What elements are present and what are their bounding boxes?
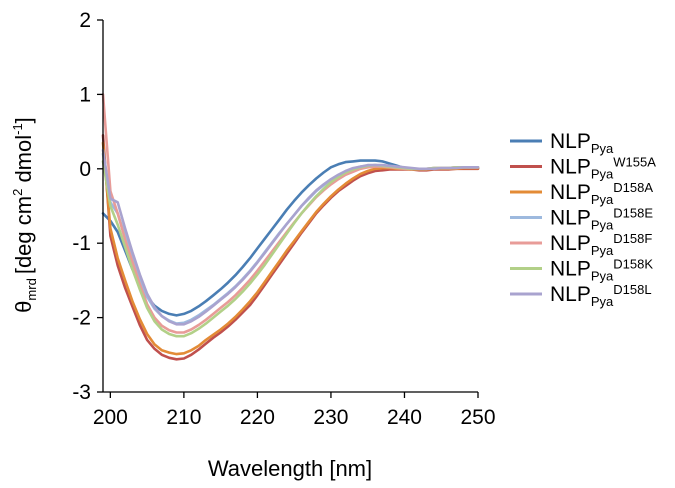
legend-item: NLPPyaD158E <box>510 206 653 233</box>
x-axis-title: Wavelength [nm] <box>208 456 372 481</box>
series-line-1 <box>101 159 480 317</box>
y-axis-title-superscript-2: -1 <box>10 123 25 135</box>
legend-label: NLPPyaD158E <box>550 206 653 233</box>
x-tick-label: 210 <box>166 406 201 429</box>
legend-item: NLPPya <box>510 130 614 156</box>
legend: NLPPyaNLPPyaW155ANLPPyaD158ANLPPyaD158EN… <box>510 130 656 309</box>
x-tick-label: 200 <box>93 406 128 429</box>
y-axis-title-text-2: dmol <box>11 135 36 189</box>
legend-item: NLPPyaW155A <box>510 155 656 182</box>
legend-label: NLPPyaW155A <box>550 155 656 182</box>
y-axis-title-subscript: mrd <box>24 278 39 300</box>
x-tick-label: 250 <box>460 406 495 429</box>
y-axis-title: θmrd [deg cm2 dmol-1] <box>10 117 39 313</box>
y-tick-label: -2 <box>72 307 91 330</box>
legend-label: NLPPyaD158F <box>550 231 652 258</box>
series-line-5 <box>101 93 480 334</box>
y-tick-label: 2 <box>79 9 91 32</box>
x-tick-label: 220 <box>240 406 275 429</box>
series-lines <box>101 93 480 361</box>
y-tick-label: 0 <box>79 158 91 181</box>
x-axis-ticks: 200 210 220 230 240 250 <box>93 392 496 429</box>
y-axis-title-superscript-1: 2 <box>10 189 25 196</box>
legend-item: NLPPyaD158K <box>510 257 653 284</box>
y-axis-title-text: [deg cm <box>11 196 36 274</box>
x-tick-label: 230 <box>313 406 348 429</box>
legend-item: NLPPyaD158A <box>510 180 653 207</box>
series-line-4 <box>101 152 480 325</box>
y-tick-label: -1 <box>72 232 91 255</box>
legend-item: NLPPyaD158F <box>510 231 652 258</box>
legend-label: NLPPyaD158A <box>550 180 653 207</box>
x-tick-label: 240 <box>387 406 422 429</box>
y-tick-label: 1 <box>79 83 91 106</box>
y-tick-label: -3 <box>72 381 91 404</box>
legend-label: NLPPya <box>550 130 614 156</box>
legend-label: NLPPyaD158L <box>550 282 652 309</box>
y-axis-title-symbol: θ <box>11 301 36 313</box>
y-axis-ticks: -3 -2 -1 0 1 2 <box>72 9 103 404</box>
legend-item: NLPPyaD158L <box>510 282 652 309</box>
y-axis-title-text-3: ] <box>11 117 36 123</box>
legend-label: NLPPyaD158K <box>550 257 653 284</box>
series-line-7 <box>101 148 480 326</box>
plot-area: -3 -2 -1 0 1 2 200 210 220 230 240 250 <box>72 9 495 429</box>
